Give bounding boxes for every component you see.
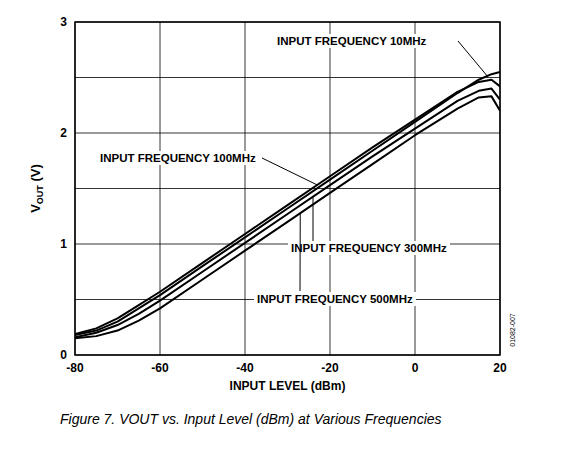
series-label: INPUT FREQUENCY 300MHz (291, 242, 447, 254)
series-label: INPUT FREQUENCY 100MHz (100, 152, 256, 164)
y-grid-line (75, 133, 500, 134)
x-tick-label: -60 (151, 361, 169, 375)
series-line (75, 89, 500, 338)
y-axis-label: VOUT (V) (28, 164, 45, 213)
y-minor-grid-line (75, 77, 500, 78)
leader-line (313, 197, 314, 241)
label-background (274, 34, 430, 48)
chart: -80 -60 -40 -20 0 20 0 1 2 3 INPUT LEVEL (dBm) VOUT… (0, 0, 583, 455)
series-label: INPUT FREQUENCY 10MHz (277, 35, 427, 47)
y-tick-label: 1 (60, 237, 67, 251)
plot-frame (75, 22, 500, 355)
x-tick-label: 20 (493, 361, 507, 375)
series-line (75, 80, 500, 334)
title: Figure 7. VOUT vs. Input Level (dBm) at … (60, 411, 442, 427)
label-background (288, 241, 450, 255)
label-background (254, 292, 416, 306)
background (0, 0, 583, 455)
y-tick-label: 0 (60, 348, 67, 362)
leader-line (458, 41, 487, 76)
y-tick-label: 3 (60, 15, 67, 29)
x-axis-label: INPUT LEVEL (dBm) (230, 379, 346, 393)
y-minor-grid-line (75, 188, 500, 189)
x-tick-label: -40 (236, 361, 254, 375)
leader-line (262, 158, 317, 185)
series-label: INPUT FREQUENCY 500MHz (257, 293, 413, 305)
series-group (75, 72, 500, 338)
leader-line (300, 213, 301, 291)
figure-id: 01082-007 (509, 313, 516, 347)
grid (75, 22, 500, 355)
series-line (75, 96, 500, 338)
x-tick-label: -20 (321, 361, 339, 375)
series-labels: INPUT FREQUENCY 10MHz INPUT FREQUENCY 100… (97, 34, 487, 306)
y-tick-label: 2 (60, 126, 67, 140)
x-tick-label: 0 (412, 361, 419, 375)
x-tick-label: -80 (66, 361, 84, 375)
label-background (97, 151, 259, 165)
series-line (75, 72, 500, 335)
